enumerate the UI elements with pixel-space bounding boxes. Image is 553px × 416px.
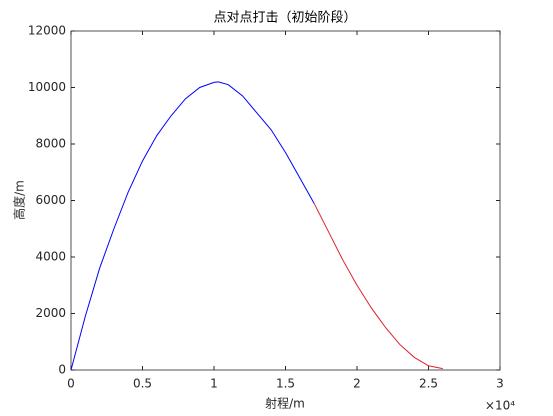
x-tick-label: 1 — [210, 377, 218, 391]
y-tick-label: 2000 — [35, 306, 66, 320]
x-axis-label: 射程/m — [265, 396, 305, 411]
y-tick-label: 4000 — [35, 250, 66, 264]
chart-title: 点对点打击（初始阶段） — [213, 11, 356, 26]
y-tick-label: 8000 — [35, 137, 66, 151]
axes-box — [70, 30, 501, 371]
y-tick-label: 0 — [58, 363, 66, 377]
line-series — [70, 81, 315, 371]
x-tick-label: 2.5 — [419, 377, 438, 391]
x-multiplier: ×10⁴ — [485, 399, 515, 413]
y-tick-label: 10000 — [28, 80, 66, 94]
y-tick-label: 6000 — [35, 193, 66, 207]
y-tick-label: 12000 — [28, 24, 66, 38]
x-tick-label: 1.5 — [276, 377, 295, 391]
x-tick-label: 0.5 — [133, 377, 152, 391]
x-tick-label: 0 — [67, 377, 75, 391]
x-tick-label: 2 — [353, 377, 361, 391]
x-tick-label: 3 — [496, 377, 504, 391]
y-axis-label: 高度/m — [12, 180, 27, 220]
line-series — [313, 203, 443, 370]
